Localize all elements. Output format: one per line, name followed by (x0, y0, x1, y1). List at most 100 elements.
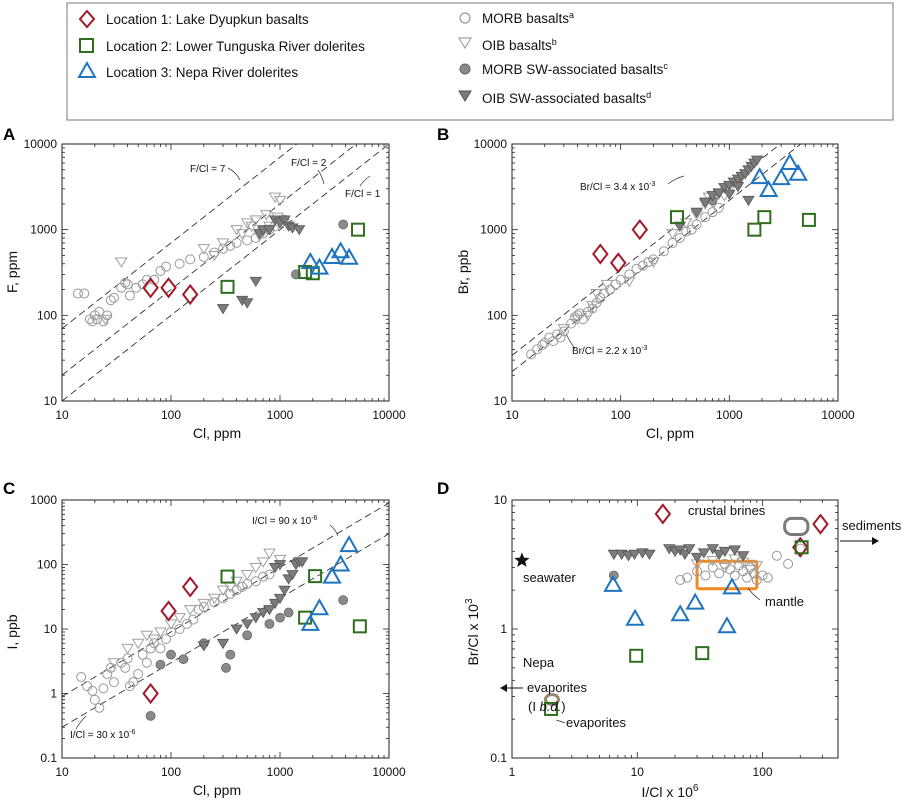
panel-b-ylabel: Br, ppb (455, 250, 471, 295)
morb-basalts-point (87, 685, 98, 696)
location-3-point (603, 574, 623, 592)
y-tick-label: 100 (37, 558, 57, 572)
x-tick-label: 10000 (372, 765, 406, 779)
location-3-point (300, 251, 321, 269)
plot-frame-d (511, 499, 839, 759)
legend-circle-open-icon (459, 12, 471, 24)
location-3-point (330, 241, 351, 259)
morb-basalts-point (526, 349, 537, 360)
morb-basalts-point (102, 669, 113, 680)
location-1-point (181, 283, 199, 306)
oib-basalts-point (259, 210, 273, 221)
location-2-point (747, 222, 762, 237)
oib-sw-associated-basalts-point (292, 225, 306, 236)
location-1-point (181, 576, 199, 598)
morb-basalts-point (79, 288, 90, 299)
legend-morb-label: MORB basaltsa (482, 10, 574, 26)
leader-brcl-top (667, 175, 685, 185)
morb-basalts-point (225, 240, 236, 251)
location-3-point (309, 257, 330, 275)
location-1-point (592, 243, 609, 265)
oib-sw-associated-basalts-point (723, 189, 736, 200)
location-3-point (788, 163, 808, 181)
y-tick-label: 1 (500, 622, 507, 636)
location-2-point (757, 210, 772, 225)
morb-basalts-point (181, 618, 192, 629)
location-1-point (142, 682, 159, 705)
location-2-point (801, 212, 816, 227)
annotation-mantle: mantle (765, 594, 804, 609)
oib-basalts-point (98, 314, 112, 326)
region-crustal-brines (783, 516, 810, 537)
morb-sw-associated-basalts-point (166, 649, 176, 660)
oib-basalts-point (256, 557, 270, 568)
oib-sw-associated-basalts-point (750, 155, 764, 166)
x-tick-label: 10 (631, 765, 645, 779)
oib-basalts-point (240, 218, 254, 229)
x-tick-label: 10 (505, 408, 519, 422)
morb-basalts-point (218, 593, 229, 604)
oib-sw-associated-basalts-point (731, 181, 745, 193)
oib-sw-associated-basalts-point (607, 549, 621, 560)
x-tick-label: 100 (161, 408, 181, 422)
oib-sw-associated-basalts-point (673, 221, 687, 232)
location-3-point (722, 577, 742, 595)
ratio-line-c-2 (61, 533, 390, 728)
location-3-point (322, 246, 342, 264)
oib-sw-associated-basalts-point (240, 619, 254, 630)
oib-basalts-point (197, 598, 211, 610)
location-2-point (629, 648, 644, 663)
location-3-point (625, 608, 645, 626)
y-tick-label: 10 (44, 394, 58, 408)
oib-basalts-point (273, 195, 287, 207)
morb-basalts-point (155, 643, 166, 654)
morb-basalts-point (105, 295, 116, 306)
morb-basalts-point (116, 282, 127, 293)
location-1-point (631, 219, 649, 241)
oib-sw-associated-basalts-point (706, 544, 719, 555)
oib-sw-associated-basalts-point (712, 549, 726, 560)
oib-basalts-point (245, 221, 259, 233)
x-tick-label: 1000 (267, 408, 294, 422)
legend-triangle-down-open-icon (457, 37, 473, 50)
location-3-point (685, 592, 705, 610)
morb-basalts-point (552, 329, 563, 340)
leader-icl-top (329, 524, 339, 537)
annotation-nepa-line1: Nepa (523, 655, 555, 670)
oib-sw-associated-basalts-point (249, 276, 263, 288)
oib-basalts-point (183, 605, 197, 616)
oib-sw-associated-basalts-point (286, 570, 299, 581)
morb-sw-associated-basalts-point (338, 595, 349, 606)
morb-basalts-point (98, 316, 109, 327)
oib-sw-associated-basalts-point (728, 545, 741, 556)
morb-basalts-point (729, 570, 740, 581)
morb-basalts-point (762, 572, 773, 583)
oib-sw-associated-basalts-point (216, 304, 230, 315)
oib-basalts-point (581, 310, 595, 322)
morb-basalts-point (185, 254, 196, 265)
oib-sw-associated-basalts-point (678, 549, 692, 560)
legend: Location 1: Lake Dyupkun basalts Locatio… (66, 2, 894, 121)
oib-sw-associated-basalts-point (706, 191, 719, 202)
oib-basalts-point (121, 643, 135, 655)
morb-basalts-point (692, 566, 703, 577)
oib-basalts-point (249, 215, 263, 226)
legend-oib-label: OIB basaltsb (482, 37, 557, 53)
annotation-evaporites: evaporites (566, 715, 626, 730)
location-1-point (142, 277, 159, 299)
morb-basalts-point (218, 243, 229, 254)
panel-c: C 10 100 1000 10000 0.1 1 10 100 1000 Cl, ppm I,… (3, 479, 406, 798)
leader-brcl-bottom (565, 333, 576, 350)
oib-basalts-point (273, 554, 287, 566)
morb-sw-associated-basalts-point (283, 607, 294, 618)
oib-basalts-point (207, 250, 221, 262)
morb-basalts-point (258, 571, 269, 582)
oib-sw-associated-basalts-point (683, 544, 696, 555)
oib-basalts-point (249, 562, 263, 574)
location-2-point (352, 619, 367, 634)
annotation-sediments: sediments (842, 518, 902, 533)
oib-sw-associated-basalts-point (240, 298, 254, 309)
oib-basalts-point (223, 582, 237, 593)
morb-basalts-point (122, 653, 133, 664)
